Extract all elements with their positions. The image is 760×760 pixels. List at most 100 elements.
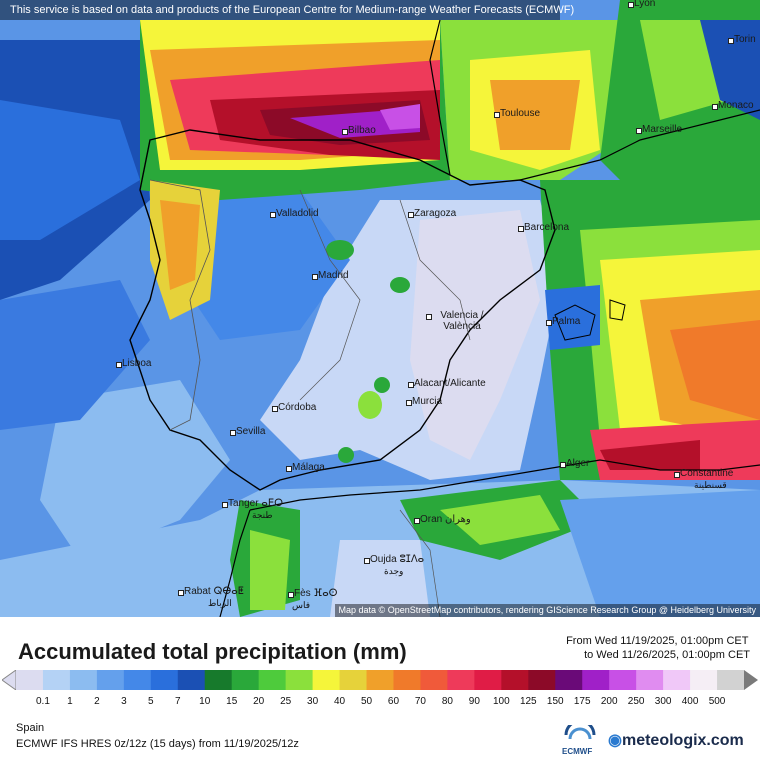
city-palma[interactable]: Palma [545, 316, 581, 327]
scale-swatch [231, 670, 260, 690]
map-attribution[interactable]: Map data © OpenStreetMap contributors, r… [334, 604, 760, 617]
city-sevilla[interactable]: Sevilla [229, 426, 266, 437]
scale-tick-label: 15 [226, 696, 238, 707]
scale-swatch [528, 670, 556, 690]
city-valencia[interactable]: Valencia / València [426, 310, 492, 332]
scale-tick-label: 2 [94, 696, 100, 707]
scale-swatch [366, 670, 394, 690]
time-range: From Wed 11/19/2025, 01:00pm CET to Wed … [566, 634, 750, 662]
scale-swatch [609, 670, 637, 690]
city-rabat[interactable]: Rabat ⵕⴱⴰⵟ [178, 586, 244, 597]
city-tanger[interactable]: Tanger ⴰⴹⵔ [221, 498, 284, 509]
scale-swatch [663, 670, 691, 690]
city-torino[interactable]: Torin [728, 34, 756, 45]
city-oujda-arabic: وجدة [384, 566, 404, 576]
meteologix-globe-icon: ◉ [608, 732, 622, 749]
scale-tick-label: 100 [492, 696, 510, 707]
city-bilbao[interactable]: Bilbao [342, 125, 376, 136]
city-fes-arabic: فاس [292, 600, 311, 610]
range-to: to Wed 11/26/2025, 01:00pm CET [584, 649, 750, 661]
scale-swatch [69, 670, 98, 690]
scale-arrow-high [744, 670, 758, 690]
city-toulouse[interactable]: Toulouse [493, 108, 541, 119]
city-madrid[interactable]: Madrid [312, 270, 349, 281]
scale-arrow-low [2, 670, 17, 690]
city-cordoba[interactable]: Córdoba [271, 402, 317, 413]
city-lyon[interactable]: Lyon [627, 0, 656, 9]
scale-tick-label: 125 [519, 696, 537, 707]
city-barcelona[interactable]: Barcelona [517, 222, 570, 233]
scale-tick-label: 50 [360, 696, 373, 707]
scale-tick-label: 250 [627, 696, 645, 707]
scale-tick-label: 80 [441, 696, 453, 707]
scale-swatch [582, 670, 610, 690]
city-murcia[interactable]: Murcia [405, 396, 443, 407]
scale-swatch [717, 670, 745, 690]
scale-swatch [150, 670, 179, 690]
scale-tick-label: 150 [546, 696, 564, 707]
city-constantine[interactable]: Constantine [673, 468, 734, 479]
scale-swatch [690, 670, 718, 690]
scale-tick-labels: 0.1 1 2 3 5 7 10 15 20 25 30 40 50 60 70 80 90 100 125 150 1… [2, 696, 758, 710]
scale-swatch [447, 670, 475, 690]
city-oran[interactable]: Oran وهران [414, 514, 471, 525]
scale-swatch [16, 670, 44, 690]
city-fes[interactable]: Fès ⴼⴰⵙ [288, 588, 338, 599]
scale-swatch [393, 670, 421, 690]
meteologix-logo[interactable]: ◉meteologix.com [608, 730, 744, 750]
city-lisboa[interactable]: Lisboa [115, 358, 152, 369]
scale-tick-label: 60 [387, 696, 400, 707]
scale-swatch [339, 670, 368, 690]
scale-swatch [123, 670, 152, 690]
scale-swatch [636, 670, 664, 690]
city-zaragoza[interactable]: Zaragoza [407, 208, 457, 219]
scale-swatch [555, 670, 583, 690]
scale-tick-label: 400 [681, 696, 699, 707]
range-from: From Wed 11/19/2025, 01:00pm CET [566, 635, 749, 647]
scale-swatch [258, 670, 287, 690]
scale-swatch [312, 670, 341, 690]
scale-tick-label: 175 [573, 696, 591, 707]
scale-tick-label: 7 [174, 696, 181, 707]
scale-tick-label: 40 [333, 696, 346, 707]
scale-tick-label: 1 [67, 696, 73, 707]
meteologix-text: meteologix.com [621, 732, 744, 749]
scale-tick-label: 0.1 [36, 696, 50, 707]
city-tanger-arabic: طنجة [252, 510, 273, 520]
region-label: Spain [16, 722, 45, 734]
city-malaga[interactable]: Málaga [286, 462, 325, 473]
scale-tick-label: 200 [600, 696, 618, 707]
ecmwf-logo-icon[interactable] [560, 725, 600, 757]
ecmwf-logo-text: ECMWF [562, 747, 593, 756]
scale-swatch [420, 670, 448, 690]
legend-panel: Accumulated total precipitation (mm) Fro… [0, 617, 760, 760]
city-alacant[interactable]: Alacant/Alicante [408, 378, 486, 389]
city-constantine-arabic: قسنطينة [694, 480, 727, 490]
model-info: ECMWF IFS HRES 0z/12z (15 days) from 11/… [16, 738, 299, 750]
scale-tick-label: 20 [253, 696, 265, 707]
map-canvas [0, 0, 760, 617]
scale-tick-label: 90 [468, 696, 480, 707]
city-monaco[interactable]: Monaco [712, 100, 754, 111]
city-valladolid[interactable]: Valladolid [270, 208, 319, 219]
scale-swatch [96, 670, 125, 690]
scale-swatch [501, 670, 529, 690]
scale-swatch [474, 670, 502, 690]
scale-tick-label: 5 [148, 696, 154, 707]
city-alger[interactable]: Alger [559, 458, 590, 469]
scale-swatch [177, 670, 206, 690]
city-marseille[interactable]: Marseille [635, 124, 683, 135]
scale-tick-label: 25 [280, 696, 292, 707]
scale-tick-label: 300 [654, 696, 672, 707]
legend-title: Accumulated total precipitation (mm) [18, 639, 407, 664]
scale-swatch [42, 670, 71, 690]
scale-tick-label: 10 [199, 696, 211, 707]
scale-swatch [285, 670, 314, 690]
ecmwf-banner: This service is based on data and produc… [0, 0, 574, 20]
scale-tick-label: 30 [307, 696, 319, 707]
precipitation-map[interactable]: This service is based on data and produc… [0, 0, 760, 617]
city-rabat-arabic: الرباط [208, 598, 232, 608]
scale-swatch [204, 670, 233, 690]
city-oujda[interactable]: Oujda ⵓⵊⴷⴰ [363, 554, 425, 565]
scale-tick-label: 500 [708, 696, 726, 707]
